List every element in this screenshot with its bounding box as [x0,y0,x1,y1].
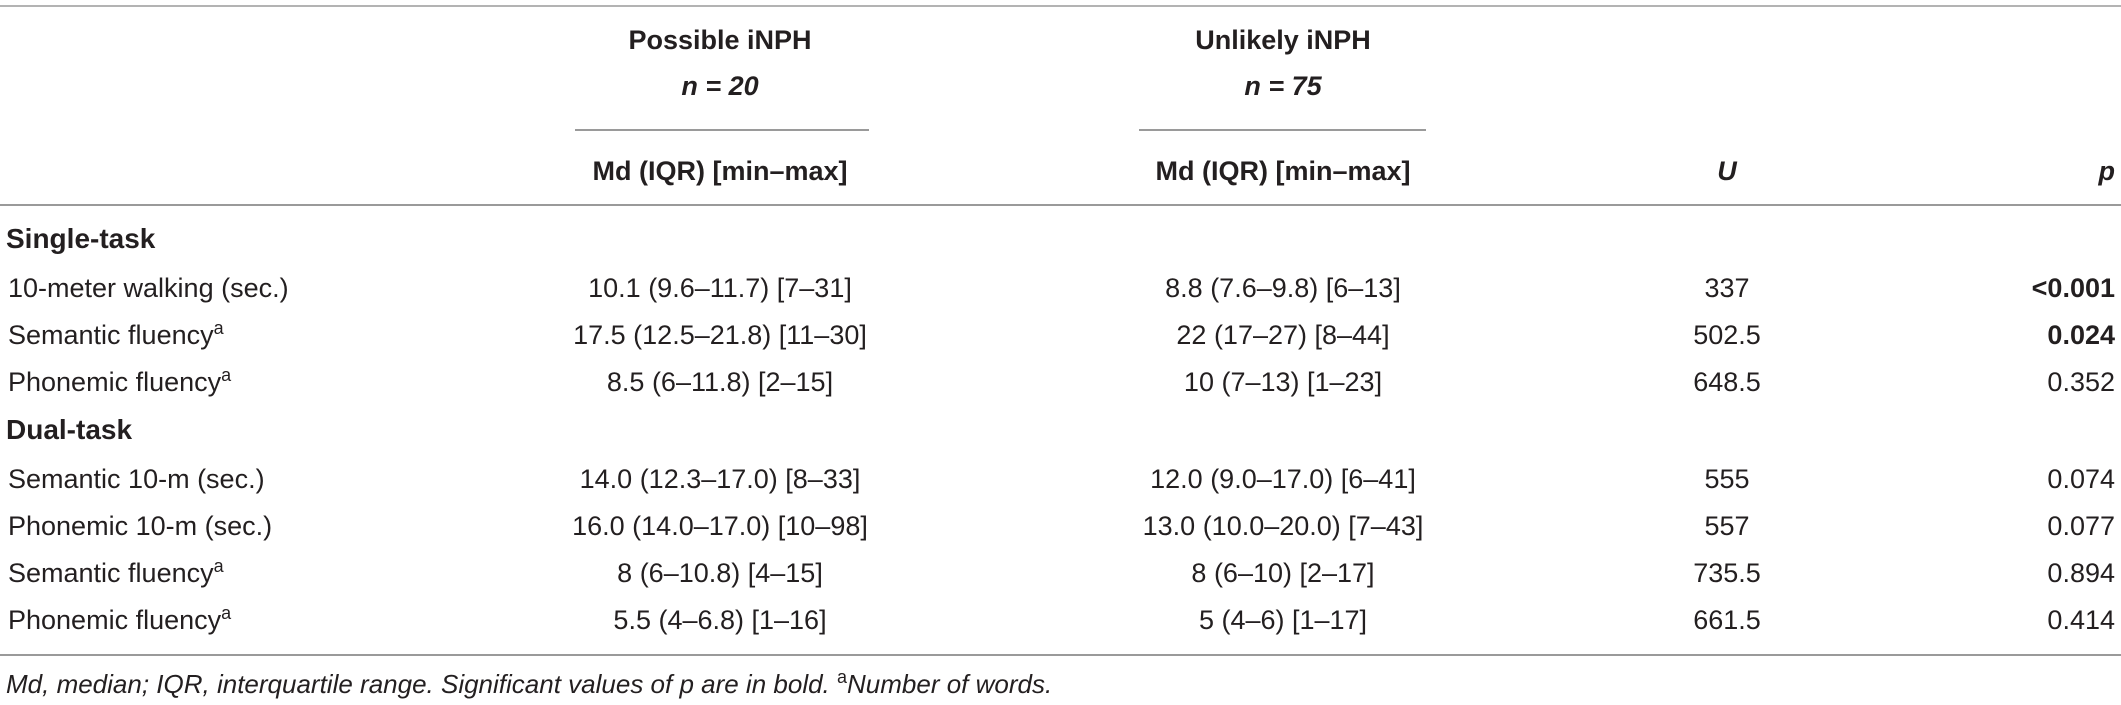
row-label: Semantic fluencya [8,318,224,350]
group-unlikely-rule [1139,129,1426,131]
u-value: 555 [1704,464,1750,494]
possible-value: 5.5 (4–6.8) [1–16] [613,605,827,635]
p-value: 0.077 [2047,511,2115,541]
unlikely-value: 5 (4–6) [1–17] [1198,605,1368,635]
possible-value: 10.1 (9.6–11.7) [7–31] [588,273,852,303]
group-unlikely-stat-label: Md (IQR) [min–max] [1155,156,1411,186]
u-value: 661.5 [1693,605,1761,635]
p-column-header: p [2098,156,2116,186]
u-value: 735.5 [1693,558,1761,588]
possible-value: 16.0 (14.0–17.0) [10–98] [572,511,868,541]
p-value: 0.414 [2047,605,2115,635]
table-top-rule [0,5,2121,7]
row-label: Phonemic fluencya [8,365,232,397]
row-label: Phonemic 10-m (sec.) [8,511,273,541]
p-value: 0.894 [2047,558,2115,588]
section-single-task: Single-task [6,223,156,254]
unlikely-value: 22 (17–27) [8–44] [1176,320,1390,350]
possible-value: 8 (6–10.8) [4–15] [617,558,823,588]
group-possible-rule [575,129,869,131]
p-value: 0.074 [2047,464,2115,494]
header-bottom-rule [0,204,2121,206]
group-possible-n: n = 20 [681,71,759,101]
unlikely-value: 12.0 (9.0–17.0) [6–41] [1150,464,1416,494]
u-column-header: U [1717,156,1737,186]
group-possible-stat-label: Md (IQR) [min–max] [592,156,848,186]
row-label: Semantic 10-m (sec.) [8,464,265,494]
unlikely-value: 8 (6–10) [2–17] [1191,558,1375,588]
group-unlikely-n: n = 75 [1244,71,1322,101]
p-value: 0.024 [2047,320,2115,350]
unlikely-value: 13.0 (10.0–20.0) [7–43] [1142,511,1424,541]
group-unlikely-title: Unlikely iNPH [1195,25,1371,55]
possible-value: 14.0 (12.3–17.0) [8–33] [579,464,861,494]
row-label: Phonemic fluencya [8,603,232,635]
possible-value: 17.5 (12.5–21.8) [11–30] [573,320,867,350]
u-value: 337 [1704,273,1750,303]
unlikely-value: 8.8 (7.6–9.8) [6–13] [1165,273,1401,303]
u-value: 648.5 [1693,367,1761,397]
table-bottom-rule [0,654,2121,656]
u-value: 502.5 [1693,320,1761,350]
section-dual-task: Dual-task [6,414,133,445]
p-value: <0.001 [2031,273,2115,303]
u-value: 557 [1704,511,1750,541]
table-footnote: Md, median; IQR, interquartile range. Si… [6,667,1053,699]
row-label: 10-meter walking (sec.) [8,273,289,303]
p-value: 0.352 [2047,367,2115,397]
possible-value: 8.5 (6–11.8) [2–15] [606,367,834,397]
group-possible-title: Possible iNPH [628,25,812,55]
row-label: Semantic fluencya [8,556,224,588]
unlikely-value: 10 (7–13) [1–23] [1183,367,1383,397]
